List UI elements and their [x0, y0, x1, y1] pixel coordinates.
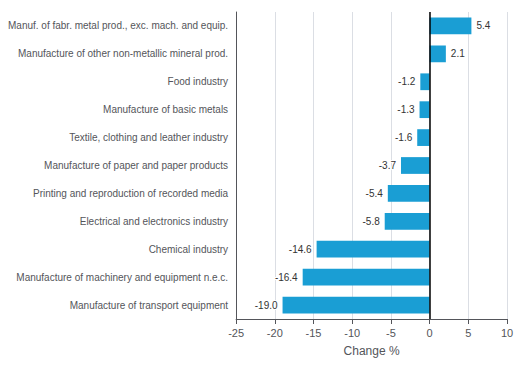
svg-text:Food industry: Food industry	[168, 76, 229, 87]
svg-text:Manufacture of machinery and e: Manufacture of machinery and equipment n…	[16, 272, 228, 283]
svg-text:Textile, clothing and leather: Textile, clothing and leather industry	[69, 132, 228, 143]
svg-text:-5: -5	[386, 327, 396, 339]
svg-text:Chemical industry: Chemical industry	[149, 244, 228, 255]
svg-text:Change %: Change %	[344, 344, 400, 358]
svg-text:Manufacture of transport equip: Manufacture of transport equipment	[70, 300, 229, 311]
svg-text:5.4: 5.4	[476, 20, 490, 31]
svg-text:-20: -20	[267, 327, 283, 339]
svg-text:-3.7: -3.7	[379, 160, 397, 171]
svg-text:-1.3: -1.3	[397, 104, 415, 115]
svg-text:2.1: 2.1	[451, 48, 465, 59]
svg-text:Manuf. of fabr. metal prod., e: Manuf. of fabr. metal prod., exc. mach. …	[8, 20, 228, 31]
svg-text:-15: -15	[306, 327, 322, 339]
svg-text:0: 0	[427, 327, 433, 339]
svg-text:10: 10	[501, 327, 513, 339]
svg-text:-5.8: -5.8	[362, 216, 380, 227]
svg-text:-1.2: -1.2	[398, 76, 416, 87]
svg-text:Printing and reproduction of r: Printing and reproduction of recorded me…	[33, 188, 229, 199]
svg-text:-10: -10	[344, 327, 360, 339]
svg-text:Manufacture of paper and paper: Manufacture of paper and paper products	[44, 160, 228, 171]
svg-text:-19.0: -19.0	[255, 300, 278, 311]
svg-text:Manufacture of other non-metal: Manufacture of other non-metallic minera…	[18, 48, 228, 59]
svg-text:5: 5	[465, 327, 471, 339]
svg-text:-14.6: -14.6	[289, 244, 312, 255]
svg-text:Manufacture of basic metals: Manufacture of basic metals	[103, 104, 228, 115]
svg-text:-1.6: -1.6	[395, 132, 413, 143]
svg-text:Electrical and electronics ind: Electrical and electronics industry	[80, 216, 228, 227]
svg-text:-25: -25	[228, 327, 244, 339]
svg-text:-16.4: -16.4	[275, 272, 298, 283]
svg-text:-5.4: -5.4	[366, 188, 384, 199]
